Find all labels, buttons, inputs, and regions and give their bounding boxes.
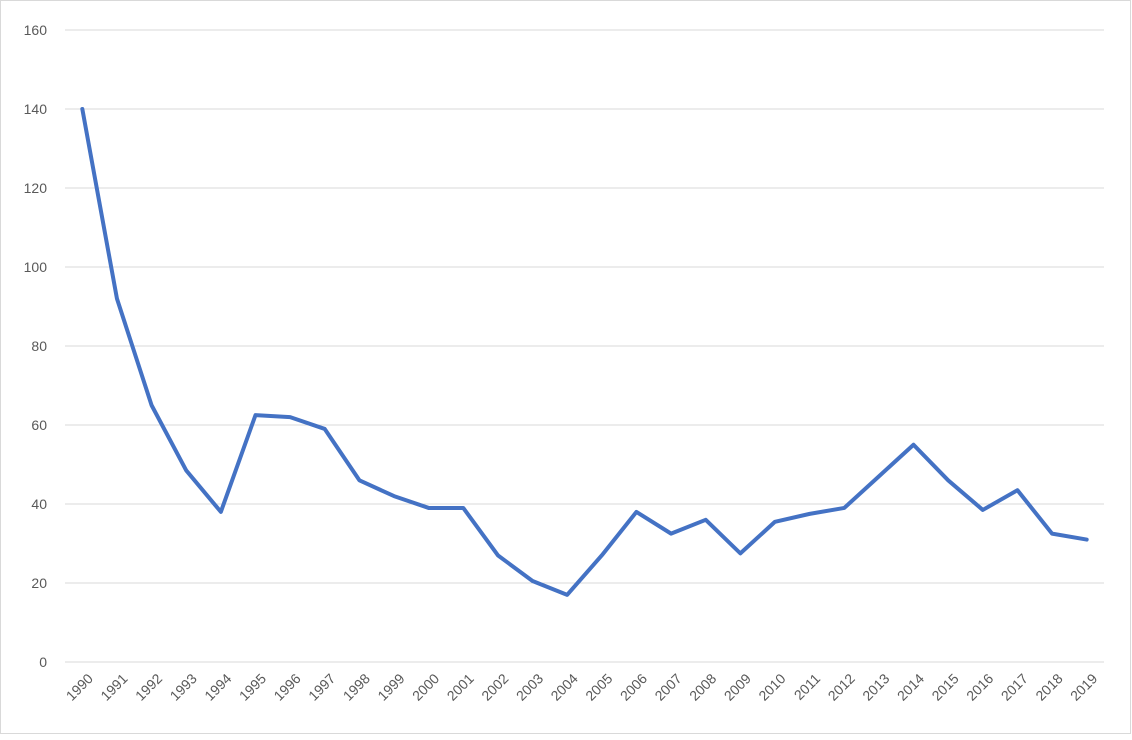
y-tick-label: 60 [31, 417, 47, 433]
y-tick-label: 120 [24, 180, 48, 196]
y-tick-label: 20 [31, 575, 47, 591]
y-tick-label: 40 [31, 496, 47, 512]
y-tick-label: 80 [31, 338, 47, 354]
y-tick-label: 100 [24, 259, 48, 275]
line [80, 107, 1089, 597]
y-tick-label: 0 [39, 654, 47, 670]
y-tick-label: 140 [24, 101, 48, 117]
y-tick-label: 160 [24, 22, 48, 38]
